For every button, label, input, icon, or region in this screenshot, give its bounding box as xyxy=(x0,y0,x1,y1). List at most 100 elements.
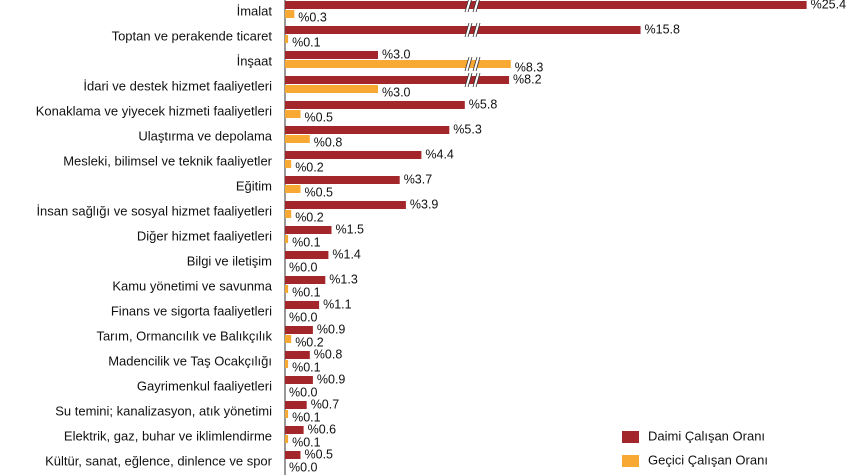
category-label: İnsan sağlığı ve sosyal hizmet faaliyetl… xyxy=(36,203,272,218)
bar xyxy=(285,360,289,368)
axis-break xyxy=(465,57,472,71)
axis-break-line xyxy=(475,22,481,38)
bar xyxy=(285,10,295,18)
bar xyxy=(285,435,289,443)
value-label: %0.1 xyxy=(292,285,321,299)
category-label: Eğitim xyxy=(236,178,272,193)
value-label: %3.0 xyxy=(382,47,411,61)
value-label: %1.4 xyxy=(332,247,361,261)
axis-break xyxy=(465,0,472,12)
value-label: %4.4 xyxy=(425,147,454,161)
bar xyxy=(285,135,310,143)
value-label: %0.2 xyxy=(295,210,324,224)
bar xyxy=(285,426,304,434)
axis-break xyxy=(473,73,480,87)
bar xyxy=(285,235,289,243)
category-label: Diğer hizmet faaliyetleri xyxy=(137,228,272,243)
bar xyxy=(285,226,332,234)
axis-break-line xyxy=(475,56,481,72)
bar xyxy=(285,410,289,418)
category-label: İnşaat xyxy=(237,53,273,68)
axis-break-line xyxy=(467,0,472,13)
category-label: Finans ve sigorta faaliyetleri xyxy=(111,303,272,318)
legend-swatch xyxy=(622,431,639,443)
bar xyxy=(285,110,301,118)
bar xyxy=(285,126,450,134)
value-label: %0.0 xyxy=(289,460,318,474)
value-label: %0.5 xyxy=(305,447,334,461)
bar xyxy=(285,210,292,218)
value-label: %8.3 xyxy=(515,60,544,74)
value-label: %15.8 xyxy=(645,22,680,36)
value-label: %5.3 xyxy=(453,122,482,136)
axis-break xyxy=(473,57,480,71)
bar xyxy=(285,101,465,109)
axis-break-line xyxy=(464,56,470,72)
bar xyxy=(285,351,310,359)
value-label: %0.1 xyxy=(292,35,321,49)
axis-break-line xyxy=(464,0,469,13)
category-label: Elektrik, gaz, buhar ve iklimlendirme xyxy=(64,428,272,443)
legend-label: Daimi Çalışan Oranı xyxy=(648,428,765,443)
axis-break-line xyxy=(472,0,477,13)
value-label: %8.2 xyxy=(513,72,542,86)
value-label: %0.2 xyxy=(295,335,324,349)
axis-break-line xyxy=(467,56,473,72)
value-label: %0.7 xyxy=(311,397,340,411)
bar xyxy=(285,276,326,284)
value-label: %5.8 xyxy=(469,97,498,111)
value-label: %0.8 xyxy=(314,135,343,149)
value-label: %0.0 xyxy=(289,260,318,274)
bar xyxy=(285,201,406,209)
category-label: Toptan ve perakende ticaret xyxy=(112,28,273,43)
category-label: Madencilik ve Taş Ocakçılığı xyxy=(108,353,272,368)
category-label: Konaklama ve yiyecek hizmeti faaliyetler… xyxy=(36,103,272,118)
value-label: %1.5 xyxy=(336,222,365,236)
bar xyxy=(285,185,301,193)
value-label: %25.4 xyxy=(811,0,846,11)
category-label: Gayrimenkul faaliyetleri xyxy=(137,378,272,393)
value-label: %0.1 xyxy=(292,235,321,249)
bar xyxy=(285,51,378,59)
value-label: %0.0 xyxy=(289,310,318,324)
bar xyxy=(285,176,400,184)
axis-break-line xyxy=(467,72,473,88)
bar xyxy=(285,285,289,293)
value-label: %0.9 xyxy=(317,372,346,386)
value-label: %0.1 xyxy=(292,410,321,424)
value-label: %0.0 xyxy=(289,385,318,399)
bar xyxy=(285,376,313,384)
bar xyxy=(285,85,378,93)
category-label: Bilgi ve iletişim xyxy=(187,253,272,268)
value-label: %0.8 xyxy=(314,347,343,361)
axis-break-line xyxy=(472,56,478,72)
bar xyxy=(285,251,329,259)
category-label: İdari ve destek hizmet faaliyetleri xyxy=(83,78,272,93)
value-label: %3.0 xyxy=(382,85,411,99)
category-label: İmalat xyxy=(237,3,273,18)
value-label: %0.5 xyxy=(305,110,334,124)
value-label: %3.7 xyxy=(404,172,433,186)
bar xyxy=(285,401,307,409)
axis-break xyxy=(473,23,480,37)
axis-break xyxy=(465,73,472,87)
value-label: %1.1 xyxy=(323,297,352,311)
bar xyxy=(285,1,807,9)
category-label: Ulaştırma ve depolama xyxy=(138,128,272,143)
axis-break-line xyxy=(475,0,480,13)
bar xyxy=(285,151,422,159)
category-label: Kültür, sanat, eğlence, dinlence ve spor xyxy=(45,453,273,468)
category-label: Mesleki, bilimsel ve teknik faaliyetler xyxy=(63,153,272,168)
bar xyxy=(285,26,641,34)
value-label: %0.3 xyxy=(298,10,327,24)
category-label: Tarım, Ormancılık ve Balıkçılık xyxy=(96,328,272,343)
bar xyxy=(285,335,292,343)
category-label: Kamu yönetimi ve savunma xyxy=(112,278,272,293)
value-label: %0.2 xyxy=(295,160,324,174)
value-label: %0.1 xyxy=(292,435,321,449)
legend-label: Geçici Çalışan Oranı xyxy=(648,452,768,467)
bar xyxy=(285,60,511,68)
axis-break-line xyxy=(464,72,470,88)
